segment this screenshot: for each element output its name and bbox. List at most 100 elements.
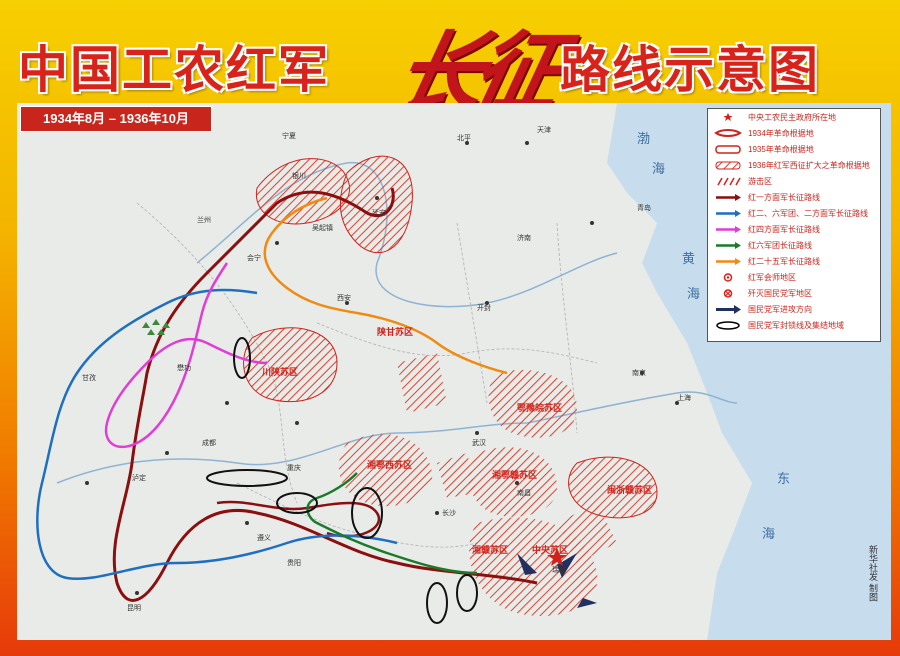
place-label: 泸定 [132,475,146,482]
legend-item: 中央工农民主政府所在地 [712,111,877,124]
base-label-xiangegan: 湘鄂赣苏区 [492,470,538,480]
minzhegan-base [568,456,658,519]
guerrilla-hatch-icon [717,177,741,186]
annihilation-icon [723,289,733,298]
legend-label: 红军会师地区 [748,273,796,282]
sea-label-bo: 渤 [637,131,651,146]
base-label-xiangexi: 湘鄂西苏区 [367,460,413,470]
legend-item: 国民党军封锁线及集结地域 [712,319,877,332]
map-canvas [17,103,891,640]
legend-label: 红一方面军长征路线 [748,193,820,202]
legend-label: 1934年革命根据地 [748,129,814,138]
route-arrow-icon [716,226,741,233]
sea-label-dong: 东 [777,471,791,486]
title-right: 路线示意图 [560,41,820,99]
place-label: 长沙 [442,510,456,517]
place-label: 重庆 [287,465,301,472]
blockade-ellipse-icon [716,321,740,330]
land-area [17,103,752,640]
place-label: 西安 [337,295,351,302]
place-label: 甘孜 [82,375,96,382]
guerrilla-areas [397,353,617,563]
legend-label: 红二十五军长征路线 [748,257,820,266]
place-label: 武汉 [472,440,486,447]
city-dots [85,141,679,595]
sea-label-dong-hai: 海 [762,526,776,541]
north-shaanxi-base [339,155,413,253]
title-left: 中国工农红军 [18,41,330,99]
place-label: 开封 [477,305,491,312]
kmt-attack-arrows [517,553,597,608]
route-red-twentyfifth [263,196,508,375]
legend-item: 1936年红军西征扩大之革命根据地 [712,159,877,172]
place-label: 瑞金 [552,567,566,574]
base-1936-icon [715,161,741,170]
legend-item: 歼灭国民党军地区 [712,287,877,300]
legend-item: 1934年革命根据地 [712,127,877,140]
route-arrow-icon [716,242,741,249]
route-red-fourth [104,262,268,449]
sea-label-bo-hai: 海 [652,161,666,176]
place-label: 贵阳 [287,560,301,567]
legend-label: 1935年革命根据地 [748,145,814,154]
place-label: 南昌 [517,490,531,497]
legend-label: 游击区 [748,177,772,186]
map-legend: 中央工农民主政府所在地 1934年革命根据地 1935年革命根据地 1936年红… [707,108,881,342]
route-arrow-icon [716,210,741,217]
place-label: 昆明 [127,605,141,612]
base-label-shaangan: 陕甘苏区 [377,327,414,337]
place-label: 北平 [457,135,471,142]
place-label: 银川 [292,173,306,180]
legend-label: 红六军团长征路线 [748,241,812,250]
place-label: 青岛 [637,205,651,212]
route-red-first-loop [216,500,381,538]
legend-item: 红二十五军长征路线 [712,255,877,268]
legend-item: 1935年革命根据地 [712,143,877,156]
base-1934-icon [714,129,742,137]
place-label: 成都 [202,440,216,447]
place-label: 会宁 [247,255,261,262]
legend-item: 红军会师地区 [712,271,877,284]
xiangexi-base [338,434,433,507]
place-label: 吴起镇 [312,225,333,232]
eyuwan-base [488,369,577,438]
legend-item: 红一方面军长征路线 [712,191,877,204]
central-government-star [547,548,567,566]
kmt-blockades [206,337,478,624]
route-red-second [36,288,398,581]
legend-label: 歼灭国民党军地区 [748,289,812,298]
junction-circle-icon [723,273,733,282]
place-label: 上海 [677,395,691,402]
legend-item: 红二、六军团、二方面军长征路线 [712,207,877,220]
base-label-chuanshaan: 川陕苏区 [262,367,299,377]
place-label: 延安 [372,210,386,217]
place-label: 兰州 [197,217,211,224]
xianggan-base [468,447,557,517]
central-base [469,517,598,617]
route-red-sixth [306,472,478,575]
yangtze-river [56,391,738,484]
legend-label: 国民党军封锁线及集结地域 [748,321,844,330]
place-label: 遵义 [257,535,271,542]
legend-label: 中央工农民主政府所在地 [748,113,836,122]
route-arrow-icon [716,194,741,201]
place-label: 南京 [632,370,646,377]
legend-item: 国民党军进攻方向 [712,303,877,316]
star-icon [723,113,733,121]
place-label: 济南 [517,235,531,242]
legend-item: 红六军团长征路线 [712,239,877,252]
enemy-attack-icon [716,305,741,314]
credit-text: 新华社发 制图 [868,545,878,602]
base-1935-icon [715,145,741,154]
legend-label: 红四方面军长征路线 [748,225,820,234]
legend-item: 游击区 [712,175,877,188]
date-range-badge: 1934年8月 – 1936年10月 [20,106,212,132]
base-label-eyuwan: 鄂豫皖苏区 [517,403,563,413]
legend-label: 1936年红军西征扩大之革命根据地 [748,161,870,170]
base-label-minzhegan: 闽浙赣苏区 [607,485,653,495]
legend-item: 红四方面军长征路线 [712,223,877,236]
snow-mountains [142,319,170,335]
legend-label: 国民党军进攻方向 [748,305,812,314]
base-label-xianggan: 湘赣苏区 [472,545,509,555]
